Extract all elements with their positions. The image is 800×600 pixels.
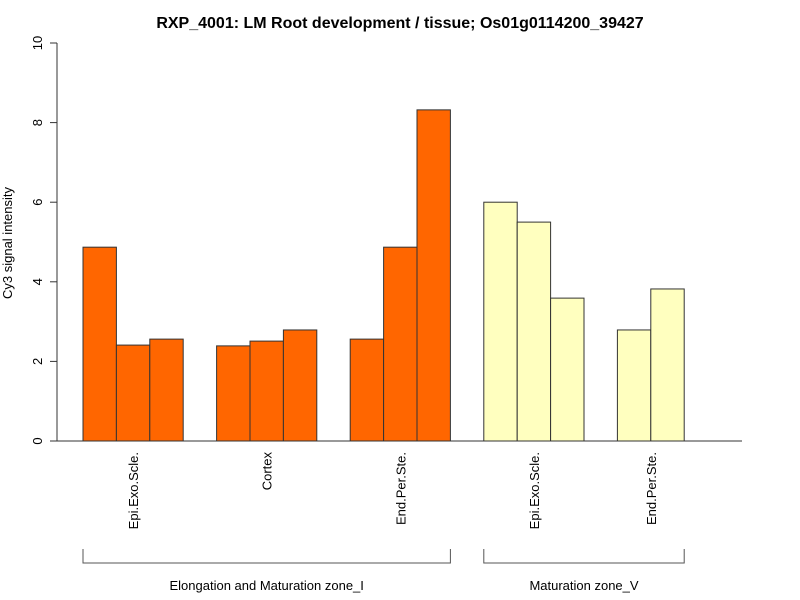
bar: [282, 329, 318, 442]
group-bracket: [483, 549, 685, 564]
y-tick-label: 10: [30, 36, 45, 50]
bars: [82, 109, 685, 442]
bar: [516, 221, 552, 442]
tissue-label: Epi.Exo.Scle.: [527, 452, 542, 529]
y-tick-label: 0: [30, 437, 45, 444]
group-label: Maturation zone_V: [529, 578, 638, 593]
chart-title: RXP_4001: LM Root development / tissue; …: [156, 15, 643, 32]
bar: [383, 246, 418, 442]
y-tick-label: 8: [30, 119, 45, 126]
tissue-labels: Epi.Exo.Scle. Cortex End.Per.Ste. Epi.Exo.S…: [126, 452, 659, 530]
tissue-label: End.Per.Ste.: [393, 452, 408, 525]
y-axis: 0 2 4 6 8 10: [30, 36, 58, 445]
bar: [550, 297, 585, 442]
bar: [616, 329, 652, 442]
bar: [216, 345, 251, 442]
y-tick-label: 6: [30, 199, 45, 206]
group-brackets: Elongation and Maturation zone_I Maturati…: [82, 549, 685, 593]
group-label: Elongation and Maturation zone_I: [169, 578, 363, 593]
y-tick-label: 4: [30, 278, 45, 285]
bar: [416, 109, 451, 442]
bar: [249, 340, 284, 442]
bar: [650, 288, 685, 442]
bar: [349, 338, 385, 442]
bar: [115, 344, 151, 442]
group-bracket: [82, 549, 451, 564]
bar: [149, 338, 184, 442]
bar: [483, 201, 518, 442]
y-axis-label: Cy3 signal intensity: [0, 187, 15, 299]
tissue-label: Epi.Exo.Scle.: [126, 452, 141, 529]
tissue-label: End.Per.Ste.: [644, 452, 659, 525]
tissue-label: Cortex: [260, 452, 275, 491]
bar: [82, 246, 117, 442]
y-tick-label: 2: [30, 358, 45, 365]
